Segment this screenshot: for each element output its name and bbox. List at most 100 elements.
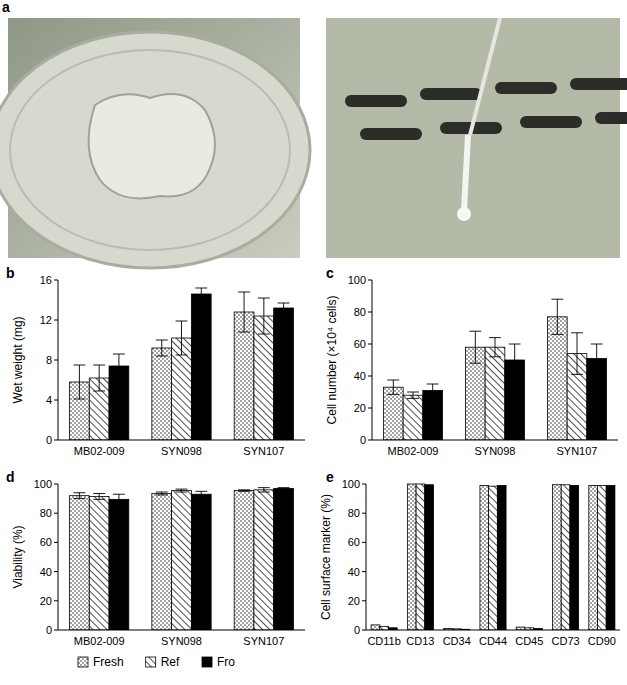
error-cap (93, 493, 105, 494)
bar (416, 484, 425, 630)
bar (570, 485, 579, 630)
y-axis-title: Cell surface marker (%) (319, 494, 333, 620)
y-tick-label: 60 (354, 338, 366, 350)
y-tick (368, 440, 372, 441)
error-bar (73, 493, 85, 499)
y-tick-label: 60 (348, 536, 360, 548)
y-axis-title: Cell number (×10⁴ cells) (325, 296, 339, 425)
y-tick (54, 600, 58, 601)
error-cap (427, 396, 439, 397)
legend-swatch (146, 657, 156, 667)
y-tick-label: 80 (354, 306, 366, 318)
bar (109, 499, 129, 630)
error-cap (489, 356, 501, 357)
y-tick-label: 16 (40, 274, 52, 286)
error-cap (258, 298, 270, 299)
chart: d020406080100MB02-009SYN098SYN107Viabili… (6, 469, 305, 669)
error-bar (238, 490, 250, 491)
bar (425, 485, 434, 630)
y-tick-label: 0 (46, 624, 52, 636)
error-cap (195, 288, 207, 289)
legend-swatch (78, 657, 88, 667)
bar (547, 317, 567, 440)
error-line (577, 333, 578, 375)
error-cap (73, 492, 85, 493)
y-tick-label: 100 (34, 478, 52, 490)
y-tick-label: 80 (40, 507, 52, 519)
photo-panel (0, 18, 627, 268)
panel-letter: e (326, 469, 334, 485)
x-tick-label: CD13 (406, 635, 434, 647)
error-cap (238, 491, 250, 492)
y-tick (362, 571, 366, 572)
error-cap (73, 399, 85, 400)
x-tick-label: SYN098 (161, 445, 202, 457)
error-line (118, 354, 119, 378)
error-cap (591, 372, 603, 373)
error-line (79, 365, 80, 399)
error-cap (551, 334, 563, 335)
error-bar (258, 488, 270, 492)
error-cap (93, 365, 105, 366)
y-tick (54, 440, 58, 441)
error-line (283, 303, 284, 313)
error-bar (509, 344, 521, 376)
error-bar (195, 288, 207, 300)
y-tick (368, 344, 372, 345)
x-tick-label: MB02-009 (74, 445, 125, 457)
y-tick (54, 571, 58, 572)
bar (274, 488, 294, 630)
error-cap (427, 384, 439, 385)
x-tick-label: SYN107 (243, 445, 284, 457)
error-cap (156, 494, 168, 495)
panel-letter: b (6, 265, 15, 281)
rack-slot (345, 95, 407, 107)
bar (191, 294, 211, 440)
error-line (181, 321, 182, 355)
error-cap (238, 332, 250, 333)
error-bar (93, 493, 105, 499)
error-cap (195, 491, 207, 492)
error-bar (176, 321, 188, 355)
bar (152, 348, 172, 440)
rack-slot (520, 116, 582, 128)
error-line (413, 392, 414, 398)
bar (371, 625, 380, 630)
error-bar (93, 365, 105, 391)
error-line (201, 491, 202, 497)
error-cap (387, 380, 399, 381)
x-axis (58, 440, 305, 441)
y-tick-label: 20 (40, 595, 52, 607)
y-tick-label: 20 (354, 402, 366, 414)
gel-drop (457, 207, 471, 221)
bar (234, 491, 254, 630)
error-cap (278, 487, 290, 488)
error-cap (238, 489, 250, 490)
y-tick-label: 12 (40, 314, 52, 326)
x-tick-label: SYN107 (243, 635, 284, 647)
bar (485, 347, 505, 440)
error-cap (469, 331, 481, 332)
panel-letter: d (6, 469, 15, 485)
error-cap (278, 489, 290, 490)
pipette (470, 18, 500, 135)
legend-label: Ref (161, 655, 180, 669)
error-bar (489, 338, 501, 357)
error-cap (176, 321, 188, 322)
error-line (99, 365, 100, 391)
error-cap (278, 303, 290, 304)
error-cap (73, 365, 85, 366)
bar (254, 490, 274, 630)
bar (274, 308, 294, 440)
bar (152, 493, 172, 630)
y-tick (368, 408, 372, 409)
error-bar (387, 380, 399, 394)
error-line (201, 288, 202, 300)
bar (480, 485, 489, 630)
x-tick-label: SYN098 (161, 635, 202, 647)
y-tick (362, 542, 366, 543)
error-cap (509, 376, 521, 377)
error-line (263, 298, 264, 334)
y-tick (54, 484, 58, 485)
legend-label: Fresh (93, 655, 124, 669)
